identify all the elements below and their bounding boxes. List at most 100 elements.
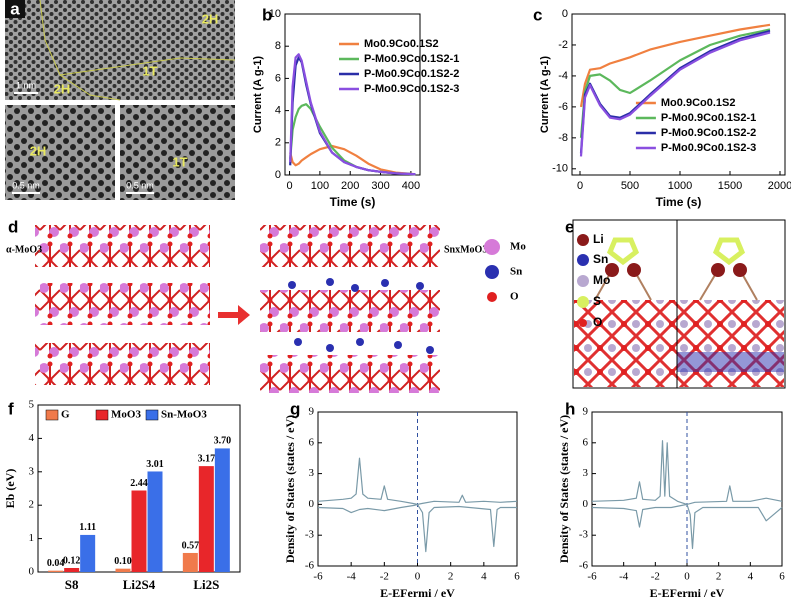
x-tick-label: 0 — [286, 180, 292, 192]
bar — [147, 471, 163, 572]
y-tick-label: 1 — [29, 532, 35, 544]
legend-label: Sn-MoO3 — [161, 409, 207, 421]
chart: g -6 -3 0 3 6 9 -6 -4 -2 0 2 4 6 Density of States (st… — [283, 399, 521, 599]
line-series — [289, 144, 416, 176]
x-tick-label: S8 — [65, 577, 79, 592]
x-tick-label: -2 — [380, 571, 389, 583]
y-tick-label: 4 — [275, 105, 281, 117]
legend-label: Li — [593, 232, 604, 246]
y-tick-label: -10 — [552, 163, 568, 175]
value-label: 0.57 — [182, 540, 200, 551]
x-tick-label: 100 — [311, 180, 329, 192]
y-tick-label: 3 — [583, 467, 589, 479]
layer — [35, 343, 210, 385]
line-series — [289, 103, 416, 176]
value-label: 3.17 — [198, 453, 216, 464]
x-tick-label: 6 — [514, 571, 520, 583]
legend-swatch — [95, 409, 109, 421]
y-tick-label: 3 — [29, 465, 35, 477]
x-tick-label: 4 — [748, 571, 754, 583]
legend-label: O — [593, 315, 602, 329]
plot-frame — [284, 13, 421, 176]
value-label: 2.44 — [130, 478, 148, 489]
legend-label: P-Mo0.9Co0.1S2-3 — [661, 142, 756, 154]
x-tick-label: 300 — [371, 180, 389, 192]
line-series — [591, 503, 783, 550]
legend-label: MoO3 — [111, 409, 141, 421]
y-tick-label: 2 — [275, 137, 281, 149]
value-label: 0.04 — [47, 558, 65, 569]
micrograph — [5, 0, 235, 100]
panel-e: e Li Sn Mo S O — [565, 217, 786, 389]
legend-label: Mo0.9Co0.1S2 — [661, 97, 736, 109]
x-tick-label: 0 — [415, 571, 421, 583]
value-label: 0.10 — [114, 556, 132, 567]
phase-label: 2H — [202, 11, 219, 26]
x-tick-label: 400 — [402, 180, 420, 192]
layer — [35, 225, 210, 267]
structure-label: SnxMoO3 — [444, 244, 487, 255]
phase-label: 1T — [142, 63, 157, 78]
legend-label: S — [593, 294, 601, 308]
layer — [260, 225, 440, 267]
value-label: 0.12 — [63, 555, 81, 566]
panel-label: a — [10, 0, 20, 18]
y-tick-label: -4 — [558, 70, 568, 82]
x-tick-label: 2 — [448, 571, 454, 583]
bar — [198, 466, 214, 572]
y-tick-label: -8 — [558, 132, 568, 144]
y-tick-label: 6 — [275, 72, 281, 84]
x-tick-label: 1000 — [668, 180, 692, 192]
scale-bar-label: 0.5 nm — [126, 180, 154, 190]
x-axis-label: E-EFermi / eV — [650, 586, 725, 600]
y-tick-label: 0 — [562, 8, 568, 20]
legend-label: Mo0.9Co0.1S2 — [364, 38, 439, 50]
bar — [48, 570, 64, 572]
line-series — [579, 28, 771, 138]
x-tick-label: 6 — [779, 571, 785, 583]
value-label: 3.70 — [214, 436, 232, 447]
panel-label: g — [290, 399, 300, 418]
bar — [64, 567, 80, 572]
x-tick-label: -6 — [313, 571, 323, 583]
plot-frame — [571, 13, 786, 176]
layer — [35, 283, 210, 325]
y-tick-label: 9 — [309, 406, 315, 418]
y-tick-label: 0 — [275, 169, 281, 181]
bar — [115, 568, 131, 572]
panel-label: f — [8, 399, 14, 418]
scale-bar-label: 0.5 nm — [12, 180, 40, 190]
bar — [182, 552, 198, 572]
y-tick-label: 0 — [309, 498, 315, 510]
x-axis-label: Time (s) — [656, 195, 702, 209]
x-tick-label: 0 — [684, 571, 690, 583]
bar — [80, 534, 96, 572]
legend-label: P-Mo0.9Co0.1S2-1 — [661, 112, 756, 124]
y-tick-label: 5 — [29, 399, 35, 411]
adsorbate — [594, 237, 758, 301]
y-tick-label: -6 — [305, 560, 315, 572]
structure-label: α-MoO3 — [6, 244, 42, 255]
panel-d: d α-MoO3 SnxMoO3 Mo Sn O — [6, 217, 526, 393]
legend-label: P-Mo0.9Co0.1S2-2 — [364, 68, 459, 80]
panel-label: d — [8, 217, 18, 236]
legend-label: G — [61, 409, 70, 421]
line-series — [317, 457, 518, 505]
phase-label: 2H — [54, 81, 71, 96]
legend-label: Sn — [510, 266, 522, 278]
value-label: 3.01 — [146, 459, 164, 470]
x-tick-label: -4 — [619, 571, 629, 583]
panel-label: e — [565, 217, 574, 236]
micrograph — [5, 105, 115, 200]
boundary — [39, 0, 236, 101]
legend-label: O — [510, 291, 519, 303]
y-axis-label: Density of States (states / eV) — [557, 415, 571, 563]
y-tick-label: -3 — [579, 529, 589, 541]
panel-label: h — [565, 399, 575, 418]
x-axis-label: E-EFermi / eV — [380, 586, 455, 600]
panel-a: a 2H 1T 2H 2H 1T 1 nm 0.5 nm 0.5 nm — [5, 0, 236, 200]
phase-label: 2H — [30, 143, 47, 158]
x-tick-label: 2000 — [768, 180, 791, 192]
